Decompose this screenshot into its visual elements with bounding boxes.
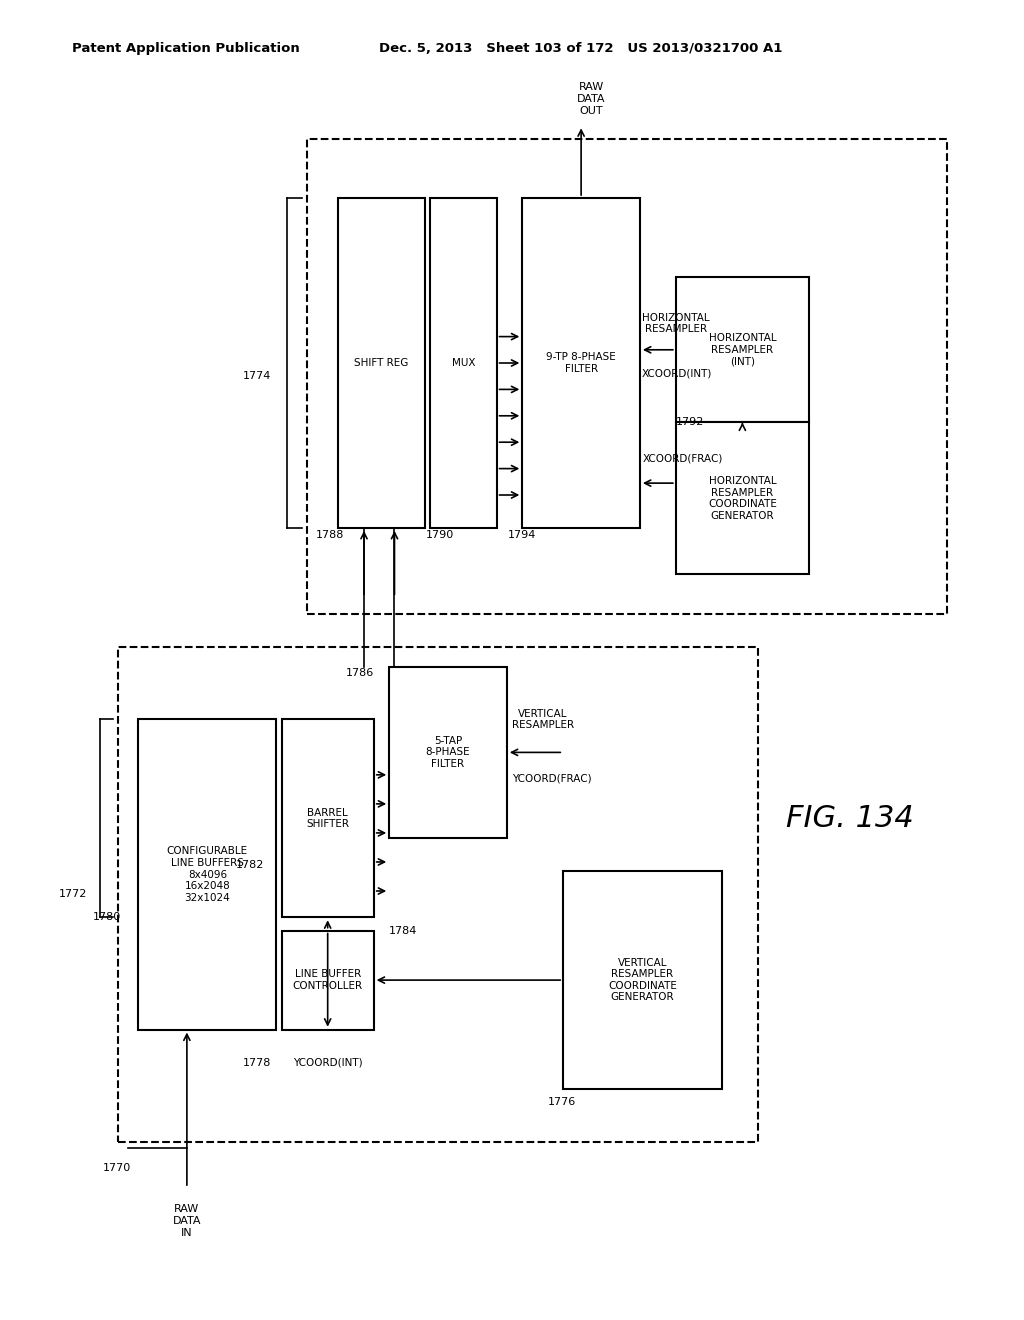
Text: BARREL
SHIFTER: BARREL SHIFTER [306, 808, 349, 829]
Text: YCOORD(INT): YCOORD(INT) [293, 1057, 362, 1068]
Bar [430, 198, 497, 528]
Text: 1792: 1792 [676, 417, 705, 428]
Text: Dec. 5, 2013   Sheet 103 of 172   US 2013/0321700 A1: Dec. 5, 2013 Sheet 103 of 172 US 2013/03… [379, 42, 782, 55]
Text: SHIFT REG: SHIFT REG [354, 358, 409, 368]
Bar [676, 277, 809, 422]
Bar [676, 422, 809, 574]
Bar [138, 719, 276, 1030]
Text: FIG. 134: FIG. 134 [786, 804, 913, 833]
Bar [389, 667, 507, 838]
Text: 1776: 1776 [548, 1097, 577, 1107]
Text: HORIZONTAL
RESAMPLER
COORDINATE
GENERATOR: HORIZONTAL RESAMPLER COORDINATE GENERATO… [708, 477, 777, 520]
Text: CONFIGURABLE
LINE BUFFERS
8x4096
16x2048
32x1024: CONFIGURABLE LINE BUFFERS 8x4096 16x2048… [167, 846, 248, 903]
Text: 5-TAP
8-PHASE
FILTER: 5-TAP 8-PHASE FILTER [426, 735, 470, 770]
Bar [563, 871, 722, 1089]
Text: 1784: 1784 [389, 925, 418, 936]
Text: 1770: 1770 [102, 1163, 131, 1173]
Text: 1788: 1788 [315, 529, 344, 540]
Text: VERTICAL
RESAMPLER
COORDINATE
GENERATOR: VERTICAL RESAMPLER COORDINATE GENERATOR [608, 958, 677, 1002]
Text: MUX: MUX [452, 358, 475, 368]
Text: 1794: 1794 [508, 529, 537, 540]
Text: 1782: 1782 [236, 859, 264, 870]
Text: 1774: 1774 [243, 371, 271, 381]
Text: 1778: 1778 [243, 1057, 271, 1068]
Text: 1786: 1786 [345, 668, 374, 678]
Text: YCOORD(FRAC): YCOORD(FRAC) [512, 774, 592, 784]
Text: 1780: 1780 [92, 912, 121, 923]
Text: RAW
DATA
IN: RAW DATA IN [173, 1204, 201, 1238]
Bar [282, 719, 374, 917]
Text: VERTICAL
RESAMPLER: VERTICAL RESAMPLER [512, 709, 574, 730]
Text: LINE BUFFER
CONTROLLER: LINE BUFFER CONTROLLER [293, 969, 362, 991]
Bar [307, 139, 947, 614]
Text: 9-TP 8-PHASE
FILTER: 9-TP 8-PHASE FILTER [546, 352, 616, 374]
Text: XCOORD(FRAC): XCOORD(FRAC) [643, 454, 723, 463]
Text: RAW
DATA
OUT: RAW DATA OUT [578, 82, 605, 116]
Bar [522, 198, 640, 528]
Text: HORIZONTAL
RESAMPLER
(INT): HORIZONTAL RESAMPLER (INT) [709, 333, 776, 367]
Bar [282, 931, 374, 1030]
Text: HORIZONTAL
RESAMPLER: HORIZONTAL RESAMPLER [642, 313, 710, 334]
Text: Patent Application Publication: Patent Application Publication [72, 42, 299, 55]
Bar [338, 198, 425, 528]
Text: 1772: 1772 [58, 890, 87, 899]
Text: 1790: 1790 [426, 529, 455, 540]
Bar [118, 647, 758, 1142]
Text: XCOORD(INT): XCOORD(INT) [642, 368, 713, 379]
